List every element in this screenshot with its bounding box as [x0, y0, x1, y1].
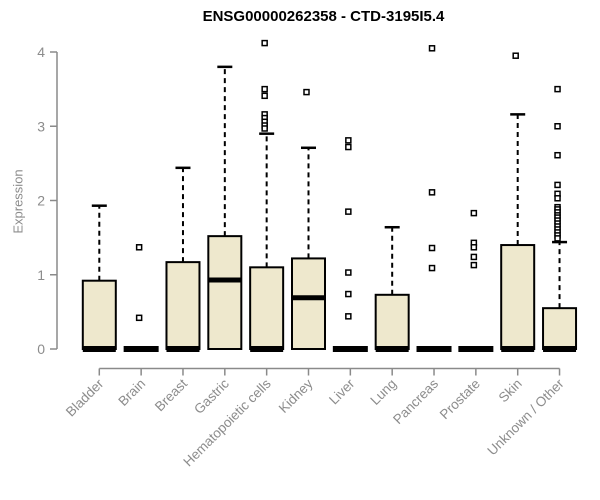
y-tick-label: 2: [37, 193, 45, 209]
outlier-point: [470, 244, 478, 251]
x-tick-label: Unknown / Other: [484, 376, 567, 459]
x-tick-label: Prostate: [437, 376, 483, 422]
outlier-point: [345, 290, 352, 298]
outlier-point: [428, 189, 436, 196]
outlier-point: [345, 137, 352, 144]
outlier-point: [345, 143, 352, 151]
box: [81, 279, 117, 350]
outlier-point: [428, 264, 436, 272]
y-tick-label: 4: [37, 44, 45, 60]
outlier-point: [554, 235, 561, 242]
x-tick-label: Lung: [367, 376, 399, 408]
outlier-point: [345, 208, 352, 215]
box: [291, 257, 326, 351]
outlier-point: [261, 39, 268, 47]
outlier-point: [512, 52, 519, 59]
outlier-point: [428, 45, 436, 52]
x-tick-label: Pancreas: [390, 376, 441, 427]
y-tick-label: 3: [37, 118, 45, 134]
outlier-point: [261, 92, 268, 100]
outlier-point: [554, 151, 561, 159]
box: [542, 307, 578, 351]
outlier-point: [470, 253, 478, 261]
x-tick-label: Gastric: [191, 376, 232, 417]
x-tick-label: Breast: [152, 376, 190, 414]
outlier-point: [345, 269, 352, 276]
outlier-point: [554, 181, 561, 189]
outlier-point: [345, 313, 352, 320]
outlier-point: [554, 85, 561, 93]
outlier-point: [554, 195, 561, 202]
x-tick-label: Skin: [496, 376, 525, 405]
box: [249, 266, 285, 351]
outlier-point: [135, 244, 143, 251]
box: [207, 235, 243, 350]
x-tick-label: Kidney: [276, 376, 316, 416]
outlier-point: [428, 244, 436, 252]
x-tick-label: Liver: [326, 376, 358, 408]
outlier-point: [470, 209, 478, 217]
x-tick-label: Bladder: [63, 376, 107, 420]
x-tick-label: Brain: [115, 376, 148, 409]
outlier-point: [135, 314, 143, 322]
chart-title: ENSG00000262358 - CTD-3195I5.4: [202, 8, 445, 25]
outlier-point: [554, 123, 561, 130]
outlier-point: [303, 88, 310, 96]
outlier-point: [261, 125, 268, 132]
box: [500, 244, 536, 350]
y-tick-label: 1: [37, 267, 45, 283]
outlier-point: [261, 85, 268, 93]
box: [374, 293, 410, 350]
box: [165, 261, 201, 350]
outlier-point: [470, 261, 478, 269]
y-tick-label: 0: [37, 341, 45, 357]
